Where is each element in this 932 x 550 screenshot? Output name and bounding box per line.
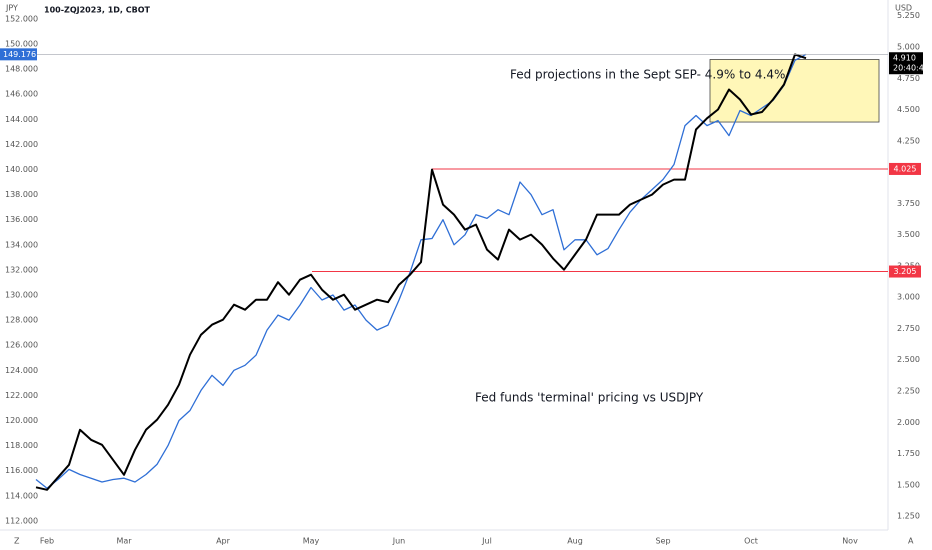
y-tick-label: 132.000	[5, 265, 38, 274]
countdown: 20:40:49	[893, 64, 929, 73]
x-tick-label: Nov	[842, 537, 858, 546]
y2-unit: USD	[895, 4, 912, 13]
last-value-label: 4.910	[893, 54, 916, 63]
y2-tick-label: 2.000	[897, 418, 920, 427]
y2-tick-label: 4.500	[897, 105, 920, 114]
control[interactable]: A	[908, 537, 914, 546]
y2-tick-label: 3.750	[897, 199, 920, 208]
y2-tick-label: 3.000	[897, 293, 920, 302]
x-tick-label: Feb	[40, 537, 54, 546]
series-line	[35, 53, 807, 489]
y-tick-label: 140.000	[5, 165, 38, 174]
y-tick-label: 130.000	[5, 291, 38, 300]
y-tick-label: 120.000	[5, 416, 38, 425]
y-tick-label: 112.000	[5, 516, 38, 525]
y-tick-label: 126.000	[5, 341, 38, 350]
y2-tick-label: 2.250	[897, 387, 920, 396]
x-tick-label: Jun	[392, 537, 406, 546]
x-tick-label: Jul	[481, 537, 492, 546]
y-tick-label: 144.000	[5, 115, 38, 124]
y-tick-label: 152.000	[5, 14, 38, 23]
y-tick-label: 128.000	[5, 316, 38, 325]
y-tick-label: 138.000	[5, 190, 38, 199]
last-value-label: 149.176	[3, 50, 36, 59]
y2-tick-label: 5.250	[897, 11, 920, 20]
y2-tick-label: 3.500	[897, 230, 920, 239]
y2-tick-label: 1.750	[897, 449, 920, 458]
level-label: 3.205	[894, 267, 917, 276]
zone	[709, 59, 880, 123]
y2-tick-label: 5.000	[897, 42, 920, 51]
x-tick-label: Oct	[744, 537, 758, 546]
y-tick-label: 142.000	[5, 140, 38, 149]
last-value-box	[0, 48, 37, 61]
chart-title: 100-ZQJ2023, 1D, CBOT	[44, 6, 150, 15]
y-tick-label: 146.000	[5, 90, 38, 99]
x-tick-label: Sep	[655, 537, 670, 546]
y-tick-label: 124.000	[5, 366, 38, 375]
y-tick-label: 148.000	[5, 65, 38, 74]
x-tick-label: Mar	[116, 537, 132, 546]
y2-tick-label: 2.500	[897, 355, 920, 364]
level-label-box	[889, 265, 921, 278]
annotation: Fed projections in the Sept SEP- 4.9% to…	[510, 68, 785, 82]
annotation: Fed funds 'terminal' pricing vs USDJPY	[475, 391, 704, 405]
level-label-box	[889, 162, 921, 175]
x-tick-label: May	[303, 537, 320, 546]
y-tick-label: 136.000	[5, 215, 38, 224]
y-tick-label: 116.000	[5, 466, 38, 475]
y2-tick-label: 2.750	[897, 324, 920, 333]
x-tick-label: Apr	[216, 537, 231, 546]
control[interactable]: Z	[14, 537, 20, 546]
y2-tick-label: 4.250	[897, 136, 920, 145]
level-label: 4.025	[894, 164, 917, 173]
series-line	[35, 53, 807, 491]
last-value-box	[889, 52, 923, 75]
y-tick-label: 118.000	[5, 441, 38, 450]
y-tick-label: 134.000	[5, 240, 38, 249]
y2-tick-label: 4.750	[897, 74, 920, 83]
y-tick-label: 122.000	[5, 391, 38, 400]
y2-tick-label: 1.500	[897, 480, 920, 489]
y-tick-label: 150.000	[5, 40, 38, 49]
x-tick-label: Aug	[567, 537, 583, 546]
y-tick-label: 114.000	[5, 491, 38, 500]
y-unit: JPY	[5, 4, 18, 13]
y2-tick-label: 1.250	[897, 512, 920, 521]
